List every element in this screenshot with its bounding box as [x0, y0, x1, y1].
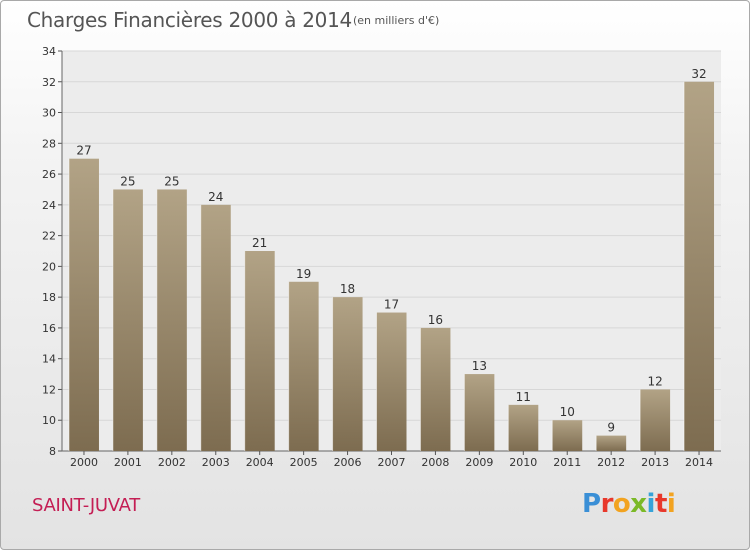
logo-letter: t [654, 489, 667, 519]
logo-letter: P [582, 489, 601, 519]
y-tick-label: 8 [49, 445, 56, 458]
x-tick-label: 2003 [202, 456, 230, 469]
logo-letter: i [646, 489, 656, 519]
bar [552, 420, 583, 451]
y-tick-label: 14 [42, 353, 56, 366]
bar [288, 281, 319, 451]
x-tick-label: 2001 [114, 456, 142, 469]
unit-note: (en milliers d'€) [353, 14, 440, 27]
bar [156, 189, 187, 451]
data-label: 11 [516, 390, 531, 404]
x-tick-label: 2000 [70, 456, 98, 469]
bar [332, 297, 363, 451]
data-label: 16 [428, 313, 443, 327]
y-tick-label: 20 [42, 260, 56, 273]
data-label: 9 [607, 421, 615, 435]
x-tick-label: 2013 [641, 456, 669, 469]
bar [508, 404, 539, 451]
y-tick-label: 28 [42, 137, 56, 150]
y-tick-label: 16 [42, 322, 56, 335]
bar [376, 312, 407, 451]
logo-letter: i [666, 489, 676, 519]
data-label: 17 [384, 298, 399, 312]
data-label: 21 [252, 236, 267, 250]
data-label: 27 [76, 144, 91, 158]
x-tick-label: 2010 [509, 456, 537, 469]
x-tick-label: 2008 [421, 456, 449, 469]
data-label: 24 [208, 190, 223, 204]
data-label: 10 [560, 405, 575, 419]
x-tick-label: 2011 [553, 456, 581, 469]
x-tick-label: 2014 [685, 456, 713, 469]
y-tick-label: 34 [42, 45, 56, 58]
chart-title: Charges Financières 2000 à 2014 [27, 8, 352, 32]
y-tick-label: 10 [42, 414, 56, 427]
x-tick-label: 2005 [290, 456, 318, 469]
x-tick-label: 2009 [465, 456, 493, 469]
y-tick-label: 22 [42, 230, 56, 243]
bar [420, 327, 451, 451]
y-tick-label: 12 [42, 383, 56, 396]
bar [200, 204, 231, 451]
y-tick-label: 30 [42, 107, 56, 120]
x-tick-label: 2012 [597, 456, 625, 469]
bar [684, 81, 715, 452]
x-tick-label: 2002 [158, 456, 186, 469]
bar [464, 374, 495, 451]
data-label: 25 [120, 174, 135, 188]
y-tick-label: 26 [42, 168, 56, 181]
data-label: 12 [647, 374, 662, 388]
data-label: 18 [340, 282, 355, 296]
x-tick-label: 2007 [378, 456, 406, 469]
data-label: 25 [164, 174, 179, 188]
x-tick-label: 2006 [334, 456, 362, 469]
data-label: 13 [472, 359, 487, 373]
data-label: 32 [691, 67, 706, 81]
commune-name: SAINT-JUVAT [32, 495, 140, 516]
y-tick-label: 18 [42, 291, 56, 304]
bar [244, 251, 275, 451]
y-tick-label: 32 [42, 76, 56, 89]
bar [640, 389, 671, 451]
proxiti-logo: Proxiti [582, 489, 676, 519]
bar [596, 435, 627, 451]
bar [68, 158, 99, 451]
bar [112, 189, 143, 451]
x-tick-label: 2004 [246, 456, 274, 469]
logo-letter: o [612, 489, 631, 519]
y-tick-label: 24 [42, 199, 56, 212]
logo-letter: x [630, 489, 647, 519]
data-label: 19 [296, 267, 311, 281]
logo-letter: r [600, 489, 614, 519]
